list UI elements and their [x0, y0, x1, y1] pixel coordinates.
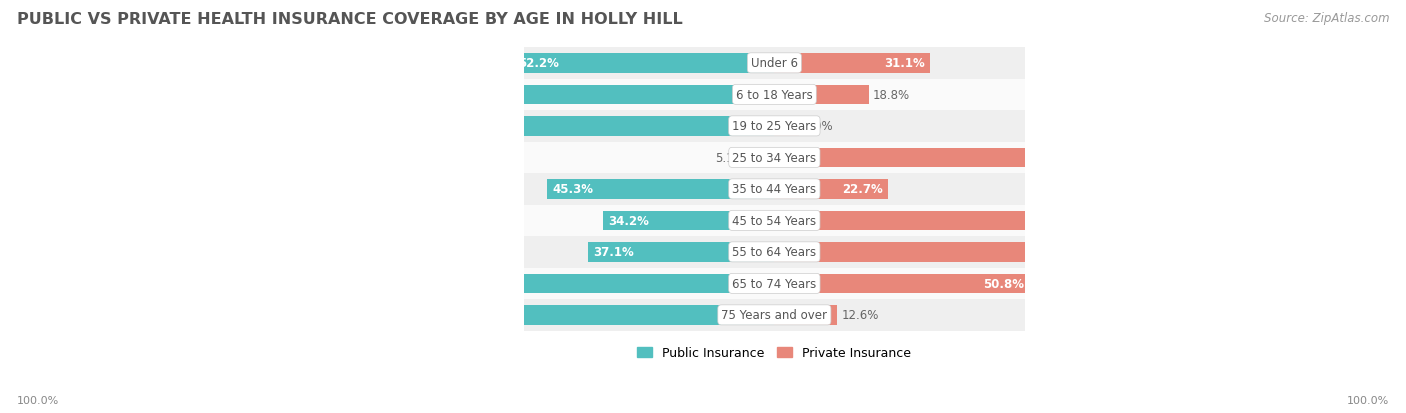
Bar [775, 148, 1104, 168]
Bar [285, 274, 775, 294]
FancyBboxPatch shape [524, 111, 1025, 142]
Bar [749, 148, 775, 168]
Bar [775, 117, 800, 136]
FancyBboxPatch shape [524, 174, 1025, 205]
FancyBboxPatch shape [524, 237, 1025, 268]
Text: 5.1%: 5.1% [716, 152, 745, 164]
FancyBboxPatch shape [524, 48, 1025, 79]
Bar [513, 54, 775, 74]
Text: 6 to 18 Years: 6 to 18 Years [735, 89, 813, 102]
Text: 95.0%: 95.0% [304, 120, 344, 133]
Text: 95.5%: 95.5% [301, 309, 342, 322]
Bar [603, 211, 775, 230]
Text: 50.8%: 50.8% [983, 277, 1024, 290]
Text: 45.3%: 45.3% [553, 183, 593, 196]
Bar [775, 305, 838, 325]
Text: 31.1%: 31.1% [884, 57, 925, 70]
Text: 25 to 34 Years: 25 to 34 Years [733, 152, 817, 164]
Text: Under 6: Under 6 [751, 57, 797, 70]
FancyBboxPatch shape [524, 205, 1025, 237]
Text: 19 to 25 Years: 19 to 25 Years [733, 120, 817, 133]
Text: 84.6%: 84.6% [1152, 214, 1194, 227]
Text: 22.7%: 22.7% [842, 183, 883, 196]
Text: PUBLIC VS PRIVATE HEALTH INSURANCE COVERAGE BY AGE IN HOLLY HILL: PUBLIC VS PRIVATE HEALTH INSURANCE COVER… [17, 12, 683, 27]
Text: 66.5%: 66.5% [1062, 246, 1102, 259]
Bar [547, 180, 775, 199]
Text: 35 to 44 Years: 35 to 44 Years [733, 183, 817, 196]
Bar [775, 211, 1198, 230]
Text: 12.6%: 12.6% [842, 309, 879, 322]
Text: 100.0%: 100.0% [1347, 395, 1389, 405]
Bar [298, 117, 775, 136]
Bar [475, 85, 775, 105]
Bar [775, 274, 1029, 294]
FancyBboxPatch shape [524, 142, 1025, 174]
Text: 65.8%: 65.8% [1057, 152, 1099, 164]
Text: 65 to 74 Years: 65 to 74 Years [733, 277, 817, 290]
Text: 18.8%: 18.8% [873, 89, 910, 102]
Text: 55 to 64 Years: 55 to 64 Years [733, 246, 817, 259]
FancyBboxPatch shape [524, 79, 1025, 111]
Text: 59.7%: 59.7% [481, 89, 522, 102]
Bar [775, 180, 889, 199]
Bar [775, 54, 931, 74]
Bar [775, 85, 869, 105]
FancyBboxPatch shape [524, 299, 1025, 331]
Text: 5.0%: 5.0% [803, 120, 834, 133]
Text: 37.1%: 37.1% [593, 246, 634, 259]
Legend: Public Insurance, Private Insurance: Public Insurance, Private Insurance [633, 341, 917, 364]
Bar [295, 305, 775, 325]
Text: 100.0%: 100.0% [17, 395, 59, 405]
Text: 34.2%: 34.2% [607, 214, 650, 227]
Text: 75 Years and over: 75 Years and over [721, 309, 827, 322]
FancyBboxPatch shape [524, 268, 1025, 299]
Text: 52.2%: 52.2% [517, 57, 558, 70]
Bar [775, 242, 1108, 262]
Bar [589, 242, 775, 262]
Text: 45 to 54 Years: 45 to 54 Years [733, 214, 817, 227]
Text: Source: ZipAtlas.com: Source: ZipAtlas.com [1264, 12, 1389, 25]
Text: 97.7%: 97.7% [290, 277, 330, 290]
